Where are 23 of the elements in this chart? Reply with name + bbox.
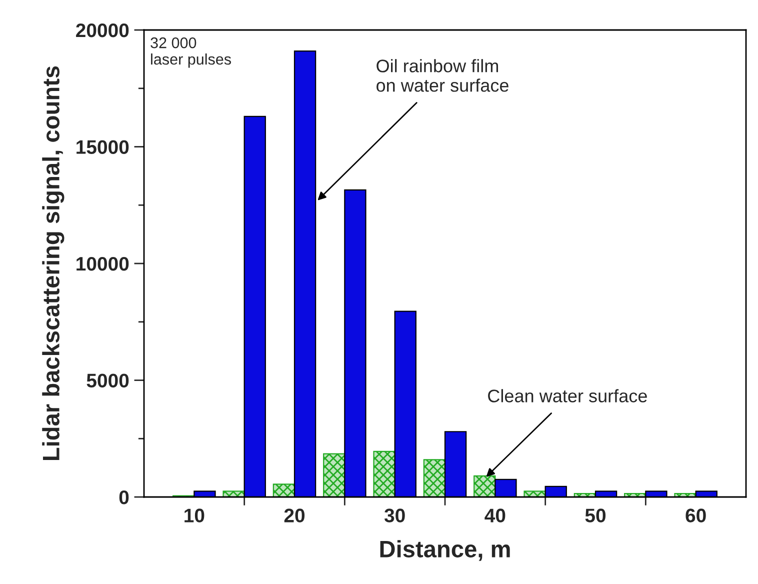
y-tick-label: 10000 xyxy=(76,256,129,271)
text: Oil rainbow film on water surface xyxy=(376,59,508,92)
x-tick-label: 20 xyxy=(284,508,305,522)
x-tick-label: 60 xyxy=(686,508,706,522)
bar xyxy=(373,450,396,497)
bar xyxy=(474,475,496,497)
y-axis-title: Lidar backscattering signal, counts xyxy=(42,66,64,460)
y-tick-label: 15000 xyxy=(76,140,129,154)
y-tick-label: 0 xyxy=(119,490,129,504)
bar xyxy=(272,484,296,497)
x-tick-label: 10 xyxy=(184,508,204,522)
bar xyxy=(222,490,245,497)
x-axis-title: Distance, m xyxy=(380,540,510,561)
text: Clean water surface xyxy=(488,389,647,402)
x-tick-label: 40 xyxy=(484,508,506,522)
y-tick-label: 20000 xyxy=(76,23,129,38)
x-tick-label: 30 xyxy=(384,508,405,522)
x-tick-label: 50 xyxy=(585,508,606,522)
annotation: 32 000 laser pulses xyxy=(150,37,231,68)
bar xyxy=(323,453,346,497)
bar xyxy=(423,459,446,497)
y-tick-label: 5000 xyxy=(86,374,129,388)
bar xyxy=(524,490,546,497)
